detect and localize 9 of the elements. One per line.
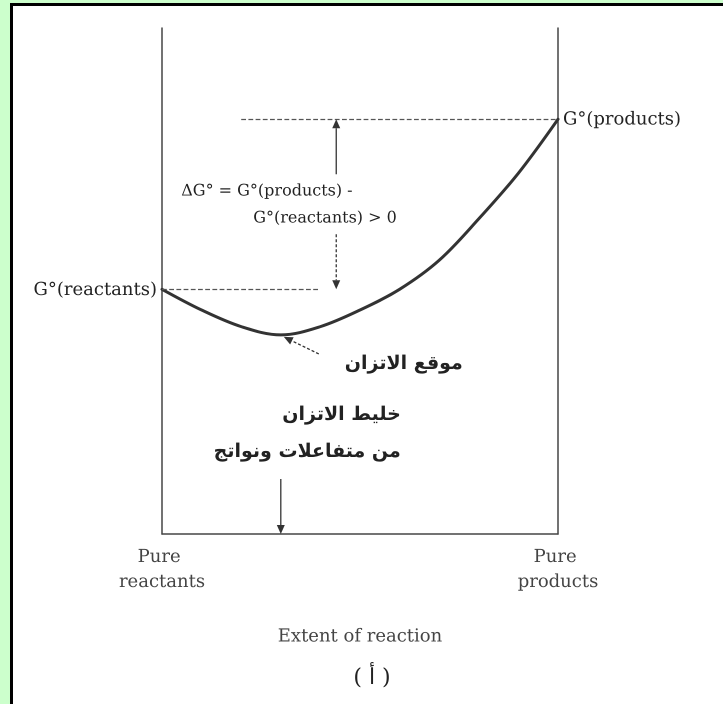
annotation: ΔG° = G°(products) - G°(reactants) > 0	[181, 180, 397, 226]
x-tick-label: Pure reactants	[118, 546, 206, 592]
text: ( أ )	[353, 660, 391, 690]
x-tick-label: Pure products	[518, 546, 598, 592]
annotation: خليط الاتزان من متفاعلات ونواتج	[214, 403, 401, 462]
annotation: موقع الاتزان	[344, 352, 463, 374]
ref-line-label: G°(products)	[563, 108, 682, 130]
x-axis-title: Extent of reaction	[278, 626, 443, 646]
ref-line-label: G°(reactants)	[33, 278, 157, 300]
